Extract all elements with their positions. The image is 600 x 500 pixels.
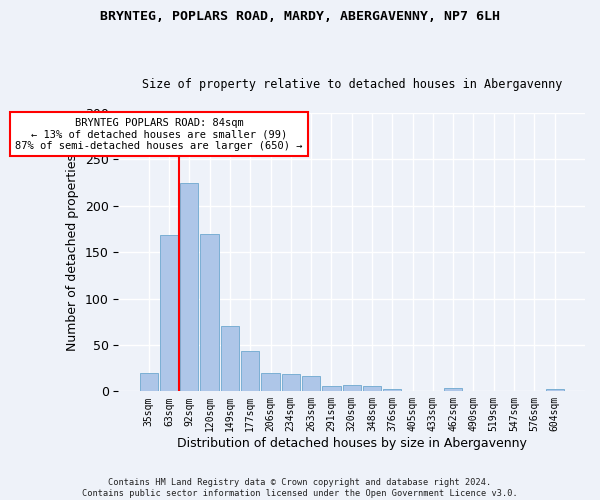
Title: Size of property relative to detached houses in Abergavenny: Size of property relative to detached ho…: [142, 78, 562, 91]
Bar: [221, 326, 239, 392]
Bar: [241, 352, 259, 392]
Bar: [262, 373, 280, 392]
Bar: [302, 376, 320, 392]
Bar: [180, 182, 199, 392]
Bar: [200, 234, 219, 392]
Bar: [363, 386, 381, 392]
Bar: [322, 386, 341, 392]
Bar: [160, 236, 178, 392]
Bar: [281, 374, 300, 392]
Bar: [383, 388, 401, 392]
X-axis label: Distribution of detached houses by size in Abergavenny: Distribution of detached houses by size …: [177, 437, 527, 450]
Text: BRYNTEG POPLARS ROAD: 84sqm
← 13% of detached houses are smaller (99)
87% of sem: BRYNTEG POPLARS ROAD: 84sqm ← 13% of det…: [15, 118, 302, 151]
Y-axis label: Number of detached properties: Number of detached properties: [66, 154, 79, 350]
Bar: [140, 373, 158, 392]
Bar: [545, 388, 564, 392]
Text: BRYNTEG, POPLARS ROAD, MARDY, ABERGAVENNY, NP7 6LH: BRYNTEG, POPLARS ROAD, MARDY, ABERGAVENN…: [100, 10, 500, 23]
Text: Contains HM Land Registry data © Crown copyright and database right 2024.
Contai: Contains HM Land Registry data © Crown c…: [82, 478, 518, 498]
Bar: [343, 385, 361, 392]
Bar: [444, 388, 463, 392]
